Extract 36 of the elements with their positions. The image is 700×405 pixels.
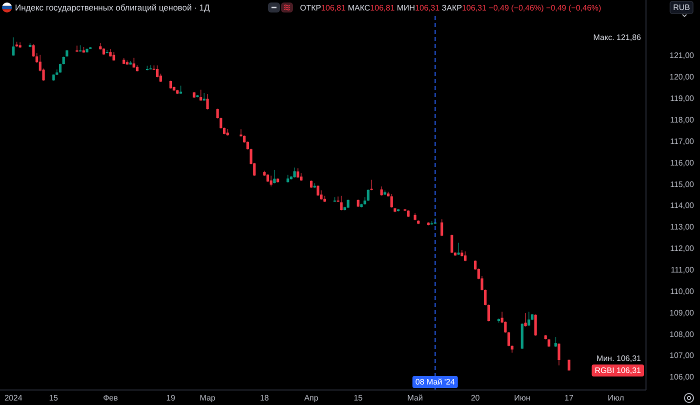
y-tick-label: 117,00 [670, 136, 695, 146]
y-tick-label: 108,00 [670, 330, 695, 339]
x-tick-label: 2024 [4, 394, 23, 402]
y-tick-label: 119,00 [670, 94, 695, 104]
x-tick-label: 15 [49, 394, 59, 402]
y-tick-label: 114,00 [670, 201, 695, 210]
y-tick-label: 113,00 [670, 222, 695, 232]
y-tick-label: 112,00 [670, 244, 695, 254]
y-tick-label: 115,00 [670, 180, 695, 189]
x-tick-label: 17 [564, 394, 574, 402]
annotation: Макс. 121,86 [593, 32, 642, 42]
x-tick-label: 15 [354, 394, 364, 402]
x-tick-label: Июн [514, 394, 530, 402]
x-tick-label: Фев [103, 394, 118, 402]
x-tick-label: Мар [200, 394, 216, 402]
ref-line-label: 08 Май '24 [415, 378, 456, 386]
x-tick-label: 20 [470, 394, 480, 402]
x-tick-label: 18 [260, 394, 270, 402]
x-tick-label: Апр [304, 394, 319, 402]
y-tick-label: 120,00 [670, 72, 695, 82]
y-tick-label: 106,00 [670, 372, 695, 382]
annotation: RGBI 106,31 [594, 366, 642, 375]
y-tick-label: 118,00 [670, 116, 695, 124]
y-tick-label: 111,00 [670, 266, 695, 274]
y-tick-label: 109,00 [670, 308, 695, 318]
x-tick-label: Июл [608, 394, 624, 402]
x-tick-label: 19 [166, 394, 176, 402]
y-tick-label: 121,00 [670, 51, 695, 60]
x-tick-label: Май [407, 394, 423, 402]
chart-subtitle: ОТКР106,81 МАКС106,81 МИН106,31 ЗАКР106,31 −0,49 (−0,46%) −0,49 (−0,46%) [300, 3, 602, 12]
annotation: Мин. 106,31 [596, 354, 642, 363]
y-tick-label: 110,00 [670, 286, 695, 296]
text: RUB [673, 3, 690, 12]
y-tick-label: 107,00 [670, 351, 695, 360]
chart-title: Индекс государственных облигаций ценовой · 1Д [15, 2, 210, 12]
y-tick-label: 116,00 [670, 158, 695, 168]
